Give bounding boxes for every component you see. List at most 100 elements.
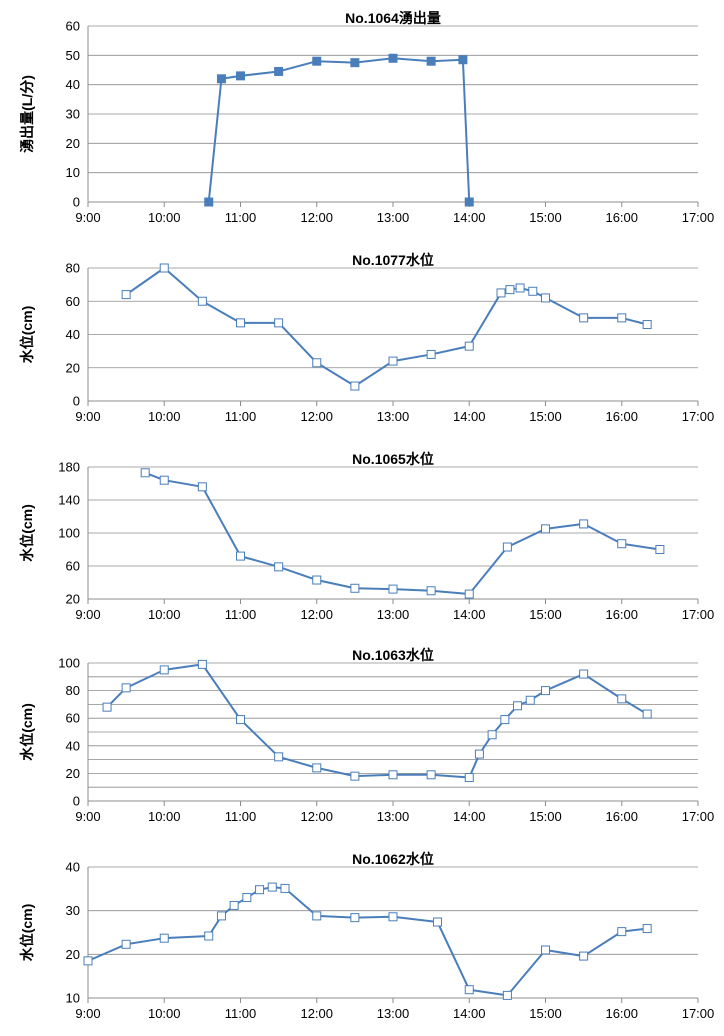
data-point [229, 900, 239, 910]
data-point [426, 56, 436, 66]
data-point [312, 56, 322, 66]
data-point [579, 951, 589, 961]
series-line [144, 471, 661, 596]
x-tick-label: 10:00 [148, 809, 181, 824]
x-tick-label: 12:00 [300, 210, 333, 225]
data-point [464, 773, 474, 783]
data-point [274, 318, 284, 328]
data-point [121, 290, 131, 300]
data-point [642, 709, 652, 719]
data-point [541, 686, 550, 696]
x-tick-label: 14:00 [453, 1006, 486, 1021]
data-point [159, 263, 169, 273]
chart-title: No.1063水位 [352, 647, 434, 663]
x-tick-label: 17:00 [682, 607, 715, 622]
data-point [579, 669, 589, 679]
x-tick-label: 17:00 [682, 409, 715, 424]
y-tick-label: 30 [66, 107, 80, 122]
data-point [197, 659, 207, 669]
data-point [280, 883, 290, 893]
data-point [617, 313, 627, 323]
y-tick-label: 180 [58, 460, 80, 475]
data-point [464, 985, 474, 995]
y-tick-label: 100 [58, 526, 80, 541]
data-point [216, 74, 226, 84]
data-point [579, 519, 589, 529]
y-tick-label: 40 [66, 327, 80, 342]
series-line [125, 267, 648, 388]
y-tick-label: 10 [66, 991, 80, 1006]
y-tick-label: 140 [58, 493, 80, 508]
y-tick-label: 80 [66, 683, 80, 698]
data-point [274, 562, 284, 572]
data-point [464, 197, 474, 207]
data-point [350, 771, 360, 781]
data-point [350, 583, 360, 593]
data-point [102, 702, 112, 712]
y-tick-label: 100 [58, 656, 80, 671]
y-tick-label: 60 [66, 19, 80, 34]
x-tick-label: 15:00 [529, 409, 562, 424]
y-tick-label: 80 [66, 261, 80, 276]
data-point [541, 293, 550, 303]
x-tick-label: 14:00 [453, 409, 486, 424]
data-point [159, 665, 169, 675]
x-tick-label: 15:00 [529, 210, 562, 225]
data-point [474, 749, 484, 759]
data-point [642, 924, 652, 934]
y-tick-label: 60 [66, 711, 80, 726]
data-point [121, 683, 131, 693]
data-point [388, 53, 398, 63]
data-point [502, 990, 512, 1000]
y-axis-label: 水位(cm) [19, 504, 35, 562]
data-point [388, 912, 398, 922]
data-point [216, 911, 226, 921]
y-tick-label: 20 [66, 360, 80, 375]
y-tick-label: 0 [73, 195, 80, 210]
chart-panel-5: 10 20 30 40 9:00 10:00 11:00 12:00 13:00 14:00 15:… [19, 851, 714, 1021]
series-line [87, 886, 648, 997]
x-tick-label: 12:00 [300, 1006, 333, 1021]
x-tick-label: 10:00 [148, 1006, 181, 1021]
x-tick-label: 13:00 [377, 409, 410, 424]
data-point [236, 318, 245, 328]
data-point [617, 694, 627, 704]
data-point [236, 715, 245, 725]
x-tick-label: 12:00 [300, 409, 333, 424]
x-tick-label: 17:00 [682, 210, 715, 225]
data-point [388, 356, 398, 366]
data-point [426, 586, 436, 596]
data-point [500, 715, 510, 725]
x-tick-label: 16:00 [605, 607, 638, 622]
data-point [496, 288, 506, 298]
y-tick-label: 40 [66, 860, 80, 875]
data-point [204, 197, 214, 207]
data-point [528, 286, 538, 296]
x-tick-label: 16:00 [605, 809, 638, 824]
x-tick-label: 15:00 [529, 1006, 562, 1021]
x-tick-label: 15:00 [529, 607, 562, 622]
x-tick-label: 11:00 [225, 409, 257, 424]
data-point [140, 468, 150, 478]
data-point [426, 770, 436, 780]
chart-title: No.1065水位 [352, 451, 434, 467]
x-tick-label: 9:00 [75, 210, 100, 225]
data-point [350, 381, 360, 391]
x-tick-label: 9:00 [75, 607, 100, 622]
x-tick-label: 17:00 [682, 809, 715, 824]
y-tick-label: 30 [66, 903, 80, 918]
data-point [236, 551, 245, 561]
data-point [197, 296, 207, 306]
data-point [642, 320, 652, 330]
y-tick-label: 0 [73, 794, 80, 809]
y-axis-label: 水位(cm) [19, 306, 35, 364]
chart-title: No.1064湧出量 [345, 10, 441, 26]
data-point [458, 55, 468, 65]
x-tick-label: 12:00 [300, 607, 333, 622]
data-point [83, 956, 93, 966]
y-tick-label: 20 [66, 766, 80, 781]
data-point [204, 931, 214, 941]
data-point [350, 913, 360, 923]
x-tick-label: 15:00 [529, 809, 562, 824]
chart-title: No.1062水位 [352, 851, 434, 867]
